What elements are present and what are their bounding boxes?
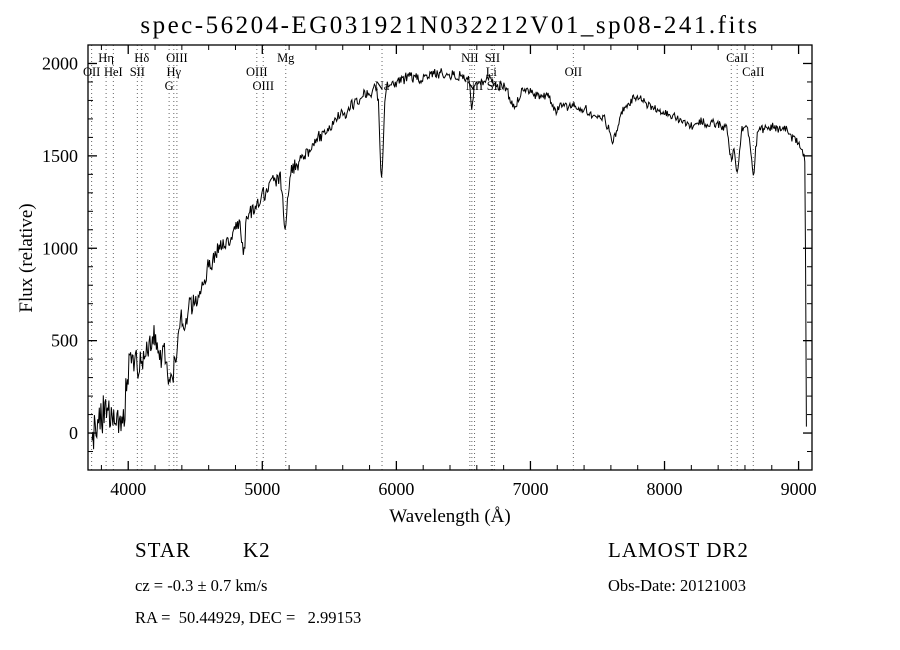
spectral-line-label: Mg	[277, 51, 295, 65]
spectral-line-label: CaII	[742, 65, 764, 79]
spectrum-trace-group	[91, 68, 807, 450]
spectral-line-label: OIII	[246, 65, 268, 79]
x-tick-label: 4000	[110, 479, 146, 499]
spectral-line-label: Li	[486, 65, 498, 79]
ra-dec-value: RA = 50.44929, DEC = 2.99153	[135, 608, 361, 627]
spectral-line-label: OII	[83, 65, 100, 79]
x-tick-label: 7000	[512, 479, 548, 499]
spectral-line-label: CaII	[726, 51, 748, 65]
object-class-value: K2	[243, 538, 271, 562]
spectral-line-label: NII	[466, 79, 483, 93]
spectral-line-label: G	[165, 79, 174, 93]
spectral-line-label: OIII	[252, 79, 274, 93]
x-tick-label: 9000	[781, 479, 817, 499]
x-tick-label: 8000	[647, 479, 683, 499]
spectral-line-label: OII	[565, 65, 582, 79]
spectral-line-label: SII	[487, 79, 502, 93]
spectral-line-label: Hη	[98, 51, 114, 65]
x-tick-label: 6000	[378, 479, 414, 499]
y-tick-label: 0	[69, 423, 78, 443]
y-axis-label: Flux (relative)	[16, 203, 37, 312]
spectral-line-label: HeI	[104, 65, 123, 79]
object-class-label: STAR	[135, 538, 191, 562]
y-tick-label: 1500	[42, 146, 78, 166]
axis-ticks: 4000 5000 6000 7000 8000 9000 0 500 1000 1500 2000	[42, 44, 817, 499]
x-axis-label: Wavelength (Å)	[389, 506, 510, 527]
spectrum-trace	[91, 68, 807, 450]
obs-date: Obs-Date: 20121003	[608, 576, 746, 595]
spectral-line-markers	[91, 45, 754, 470]
y-tick-label: 2000	[42, 53, 78, 73]
survey-label: LAMOST DR2	[608, 538, 749, 562]
spectral-line-label: Hδ	[134, 51, 149, 65]
y-tick-label: 1000	[42, 238, 78, 258]
spectral-line-label: NII	[461, 51, 478, 65]
spectral-line-label: OIII	[166, 51, 188, 65]
plot-frame	[87, 44, 813, 471]
spectral-line-label: SII	[485, 51, 500, 65]
x-tick-label: 5000	[244, 479, 280, 499]
spectral-line-label: Na	[375, 79, 390, 93]
chart-title: spec-56204-EG031921N032212V01_sp08-241.f…	[140, 12, 759, 39]
cz-value: cz = -0.3 ± 0.7 km/s	[135, 576, 267, 595]
spectral-line-label: SII	[130, 65, 145, 79]
spectral-line-label: Hγ	[167, 65, 182, 79]
y-tick-label: 500	[51, 331, 78, 351]
